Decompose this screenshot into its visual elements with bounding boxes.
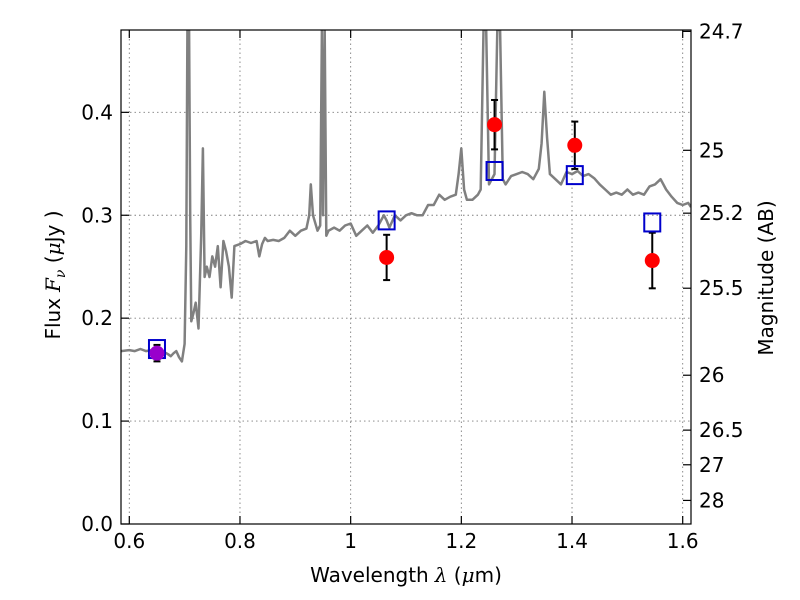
observed-point — [567, 137, 583, 153]
grid-lines — [121, 30, 691, 525]
y-axis-label-unit-symbol: μ — [41, 242, 65, 255]
y2-tick-label: 27 — [699, 453, 724, 477]
y2-tick-label: 25.2 — [699, 201, 744, 225]
x-tick-label: 1.4 — [556, 529, 588, 553]
observed-point — [644, 253, 660, 269]
error-bars — [153, 98, 656, 363]
observed-point — [149, 345, 165, 361]
x-tick-label: 1.2 — [445, 529, 477, 553]
x-tick-label: 0.6 — [113, 529, 145, 553]
x-tick-label: 1 — [344, 529, 357, 553]
y2-tick-label: 25 — [699, 138, 724, 162]
spectrum-line — [121, 30, 691, 363]
y-tick-label: 0.1 — [81, 409, 113, 433]
observed-point — [379, 249, 395, 265]
observed-points — [149, 117, 660, 361]
x-axis-label-unit-symbol: μ — [462, 563, 475, 587]
y-axis-label-symbol: F — [41, 277, 65, 293]
model-point — [643, 212, 662, 233]
y-tick-label: 0.2 — [81, 306, 113, 330]
model-point — [377, 210, 396, 231]
y-axis-label-subscript: ν — [53, 269, 69, 278]
y-axis-label-prefix: Flux — [41, 298, 65, 340]
observed-point — [487, 117, 503, 133]
spectrum-series — [121, 30, 691, 363]
y-tick-label: 0.3 — [81, 203, 113, 227]
y2-tick-label: 24.7 — [699, 19, 744, 43]
x-axis-label-prefix: Wavelength — [310, 563, 429, 587]
y-axis-label-unit-open: ( — [41, 255, 65, 269]
model-point — [565, 165, 584, 186]
y-axis-label-unit-rest: Jy ) — [41, 210, 65, 244]
y-tick-label: 0.0 — [81, 512, 113, 536]
x-tick-label: 1.6 — [667, 529, 699, 553]
x-axis-label-unit-rest: m) — [475, 563, 502, 587]
x-tick-label: 0.8 — [224, 529, 256, 553]
model-points — [147, 160, 662, 360]
plot-frame — [120, 29, 692, 525]
y2-tick-label: 26.5 — [699, 418, 744, 442]
y2-tick-label: 25.5 — [699, 276, 744, 300]
x-axis-label-unit-open: ( — [447, 563, 461, 587]
model-point — [485, 160, 504, 181]
x-axis-label-symbol: λ — [434, 563, 448, 587]
y-tick-label: 0.4 — [81, 100, 113, 124]
x-axis-label: Wavelength λ (μm) — [310, 563, 502, 587]
y2-tick-label: 28 — [699, 488, 724, 512]
axis-ticks: 0.6 0.8 1 1.2 1.4 1.6 0.0 0.1 0.2 0.3 0.4 24.7 25 25.… — [81, 19, 743, 553]
y2-axis-label: Magnitude (AB) — [754, 200, 778, 355]
y-axis-label: Flux Fν (μJy ) — [41, 210, 69, 339]
y2-tick-label: 26 — [699, 363, 724, 387]
